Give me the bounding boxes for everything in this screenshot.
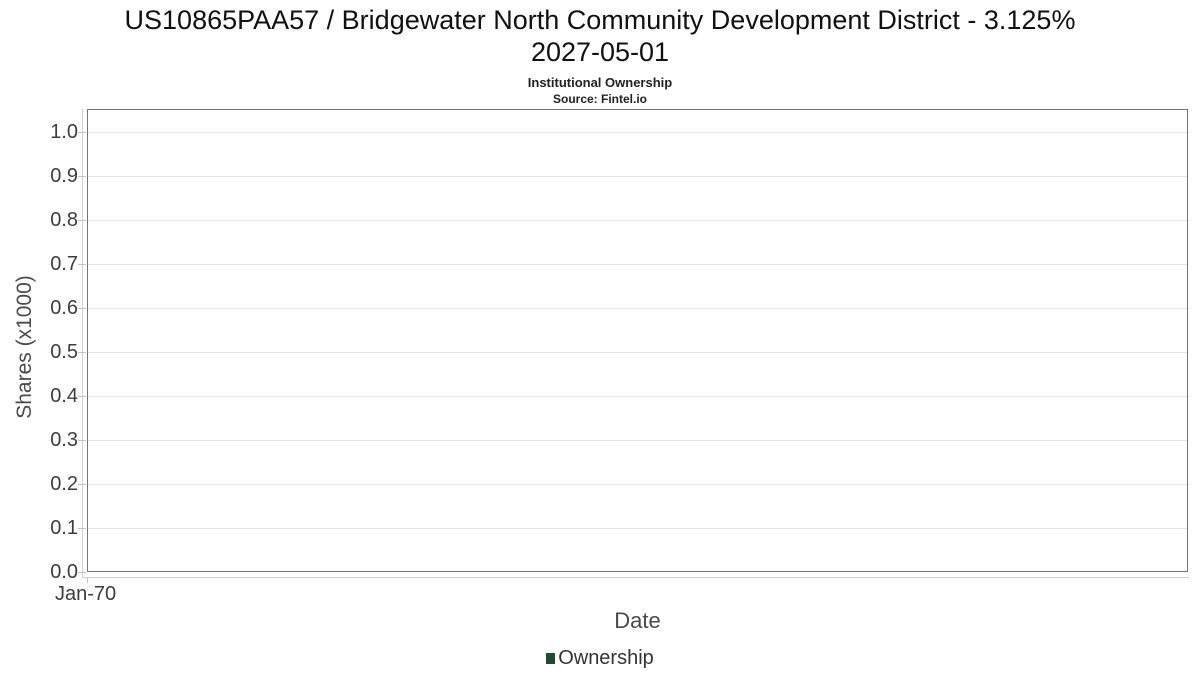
y-axis-tick: [78, 440, 86, 441]
y-tick-label: 0.9: [50, 165, 78, 187]
gridline: [88, 176, 1187, 177]
x-tick-label: Jan-70: [55, 583, 117, 605]
y-axis-tick: [78, 132, 86, 133]
y-axis-tick: [78, 572, 86, 573]
y-axis-tick: [78, 528, 86, 529]
chart-title-line1: US10865PAA57 / Bridgewater North Communi…: [124, 5, 1076, 35]
gridline: [88, 220, 1187, 221]
plot-area: [87, 109, 1188, 572]
y-tick-label: 1.0: [50, 121, 78, 143]
x-axis-line: [82, 577, 1189, 578]
legend-item-ownership[interactable]: Ownership: [546, 645, 654, 671]
y-tick-label: 0.5: [50, 341, 78, 363]
y-tick-label: 0.2: [50, 473, 78, 495]
chart-source: Source: Fintel.io: [552, 92, 647, 106]
chart-subtitle: Institutional Ownership: [527, 75, 673, 90]
y-axis-tick: [78, 264, 86, 265]
y-tick-label: 0.7: [50, 253, 78, 275]
gridline: [88, 308, 1187, 309]
y-axis-tick: [78, 220, 86, 221]
y-tick-label: 0.6: [50, 297, 78, 319]
y-tick-label: 0.4: [50, 385, 78, 407]
y-tick-label: 0.0: [50, 561, 78, 583]
y-axis-tick: [78, 308, 86, 309]
y-tick-label: 0.1: [50, 517, 78, 539]
y-axis-line: [82, 109, 83, 578]
y-tick-label: 0.3: [50, 429, 78, 451]
x-axis-tick: [87, 577, 88, 583]
gridline: [88, 132, 1187, 133]
gridline: [88, 528, 1187, 529]
x-axis-title: Date: [614, 608, 661, 633]
legend: Ownership: [0, 645, 1200, 671]
y-axis-tick: [78, 176, 86, 177]
chart-title-line2: 2027-05-01: [530, 37, 670, 67]
gridline: [88, 440, 1187, 441]
gridline: [88, 352, 1187, 353]
gridline: [88, 396, 1187, 397]
title-block: US10865PAA57 / Bridgewater North Communi…: [0, 4, 1200, 106]
y-tick-label: 0.8: [50, 209, 78, 231]
y-axis-tick: [78, 396, 86, 397]
legend-label: Ownership: [558, 647, 654, 669]
y-axis-tick: [78, 352, 86, 353]
gridline: [88, 264, 1187, 265]
gridline: [88, 484, 1187, 485]
legend-marker: [546, 652, 556, 664]
y-axis-tick: [78, 484, 86, 485]
